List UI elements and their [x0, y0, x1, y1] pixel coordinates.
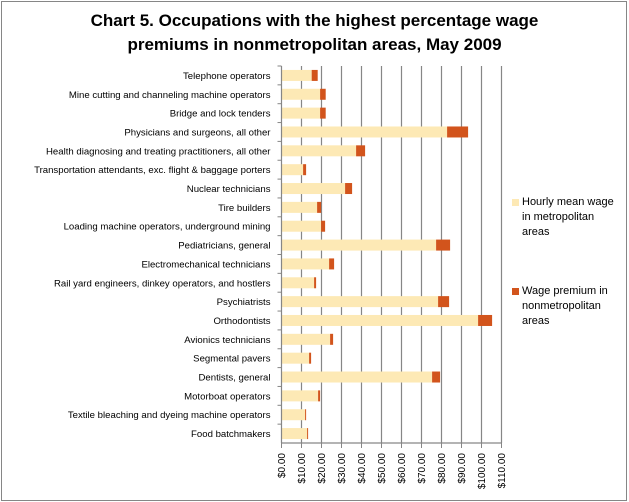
x-tick-label: $0.00 [277, 453, 288, 478]
x-tick-label: $90.00 [457, 453, 468, 484]
category-labels: Telephone operators Mine cutting and chan… [34, 71, 271, 440]
bar-nonmetro-premium [447, 126, 469, 138]
bar-metro-wage [281, 239, 437, 251]
x-tick-label: $60.00 [397, 453, 408, 484]
tick-labels: $0.00 $10.00 $20.00 $30.00 $40.00 $50.00 $60.0… [277, 453, 508, 490]
category-label: Health diagnosing and treating practitio… [46, 146, 271, 157]
bar-metro-wage [281, 333, 331, 345]
bar-metro-wage [281, 371, 433, 383]
bar-metro-wage [281, 258, 330, 270]
chart-title-line-1: Chart 5. Occupations with the highest pe… [90, 11, 539, 30]
bars [281, 69, 493, 440]
category-label: Electromechanical technicians [141, 259, 270, 270]
chart-title-line-2: premiums in nonmetropolitan areas, May 2… [127, 35, 502, 54]
bar-nonmetro-premium [432, 371, 441, 383]
bar-nonmetro-premium [314, 277, 317, 289]
bar-metro-wage [281, 277, 315, 289]
gridlines [300, 66, 503, 443]
bar-metro-wage [281, 69, 312, 81]
bar-metro-wage [281, 145, 357, 157]
category-label: Textile bleaching and dyeing machine ope… [68, 410, 271, 421]
category-label: Mine cutting and channeling machine oper… [69, 90, 271, 101]
category-label: Nuclear technicians [187, 184, 271, 195]
bar-nonmetro-premium [307, 428, 309, 440]
x-tick-label: $70.00 [417, 453, 428, 484]
category-label: Food batchmakers [191, 429, 271, 440]
bar-metro-wage [281, 220, 322, 232]
category-label: Psychiatrists [217, 297, 271, 308]
bar-nonmetro-premium [320, 107, 326, 119]
bar-nonmetro-premium [438, 296, 450, 308]
bar-nonmetro-premium [311, 69, 318, 81]
bar-metro-wage [281, 314, 479, 326]
bar-nonmetro-premium [320, 88, 326, 100]
category-label: Segmental pavers [193, 354, 271, 365]
x-tick-label: $10.00 [297, 453, 308, 484]
chart-title: Chart 5. Occupations with the highest pe… [0, 9, 629, 57]
category-label: Orthodontists [213, 316, 270, 327]
category-label: Loading machine operators, underground m… [64, 222, 271, 233]
category-label: Physicians and surgeons, all other [124, 127, 271, 138]
category-label: Motorboat operators [184, 391, 271, 402]
bar-metro-wage [281, 107, 321, 119]
bar-nonmetro-premium [317, 201, 322, 213]
axes [277, 65, 502, 448]
x-tick-label: $20.00 [317, 453, 328, 484]
legend-label-nonmetro-premium: Wage premium in nonmetropolitan areas [522, 285, 608, 327]
bar-nonmetro-premium [329, 258, 335, 270]
category-label: Rail yard engineers, dinkey operators, a… [54, 278, 271, 289]
bar-metro-wage [281, 88, 321, 100]
category-label: Telephone operators [183, 71, 271, 82]
x-tick-label: $40.00 [357, 453, 368, 484]
category-label: Transportation attendants, exc. flight &… [34, 165, 271, 176]
bar-metro-wage [281, 390, 319, 402]
category-label: Avionics technicians [184, 335, 270, 346]
x-tick-label: $50.00 [377, 453, 388, 484]
x-tick-label: $100.00 [477, 453, 488, 490]
category-label: Dentists, general [199, 373, 271, 384]
legend-label-metro-wage: Hourly mean wage in metropolitan areas [522, 196, 614, 238]
bar-nonmetro-premium [330, 333, 334, 345]
category-label: Tire builders [218, 203, 271, 214]
legend-swatch-nonmetro-premium [512, 288, 519, 295]
bar-nonmetro-premium [309, 352, 312, 364]
bar-metro-wage [281, 126, 448, 138]
bar-nonmetro-premium [305, 409, 307, 421]
bar-nonmetro-premium [321, 220, 326, 232]
bar-nonmetro-premium [436, 239, 451, 251]
bar-nonmetro-premium [356, 145, 366, 157]
bar-nonmetro-premium [345, 183, 353, 195]
bar-metro-wage [281, 409, 306, 421]
bar-nonmetro-premium [318, 390, 321, 402]
x-tick-label: $80.00 [437, 453, 448, 484]
bar-nonmetro-premium [303, 164, 307, 176]
x-tick-label: $110.00 [497, 453, 508, 489]
category-label: Pediatricians, general [178, 241, 270, 252]
x-tick-label: $30.00 [337, 453, 348, 484]
bar-metro-wage [281, 428, 308, 440]
bar-metro-wage [281, 201, 318, 213]
legend-swatch-metro-wage [512, 199, 519, 206]
bar-nonmetro-premium [478, 314, 493, 326]
bar-metro-wage [281, 183, 346, 195]
category-label: Bridge and lock tenders [170, 109, 271, 120]
bar-metro-wage [281, 296, 439, 308]
bar-metro-wage [281, 352, 310, 364]
bar-metro-wage [281, 164, 304, 176]
